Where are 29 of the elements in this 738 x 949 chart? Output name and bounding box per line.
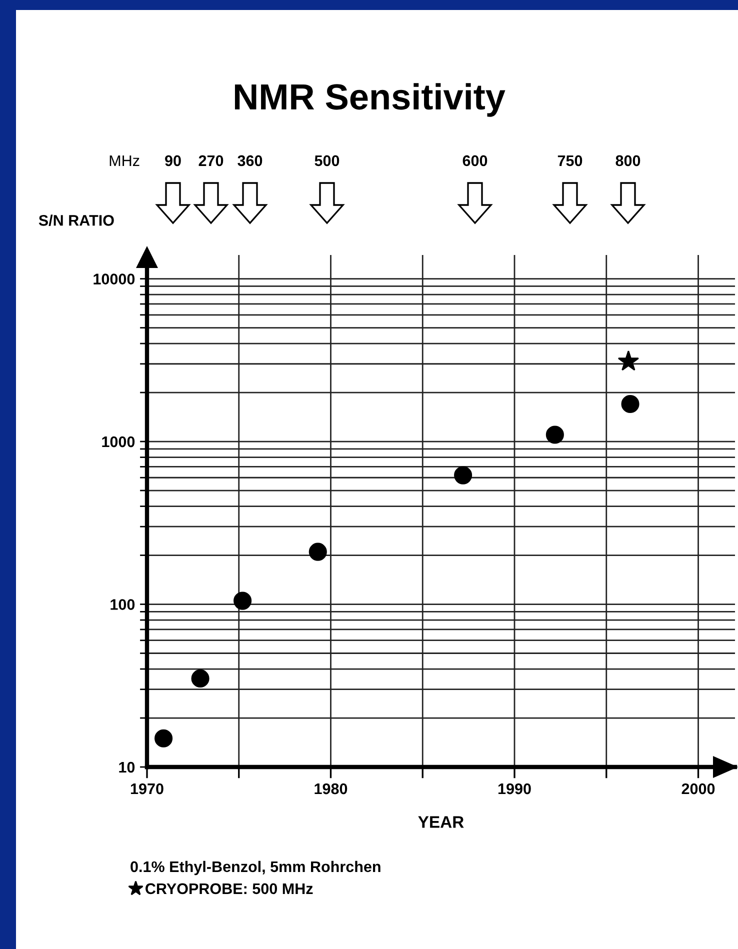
text: 800 xyxy=(616,155,640,166)
text: 270 xyxy=(198,155,224,166)
point xyxy=(454,466,472,484)
x-axis-title: YEAR xyxy=(418,816,464,828)
x-tick-label: 1990 xyxy=(498,783,531,794)
y-axis-title: S/N RATIO xyxy=(38,214,114,226)
x-tick-label: 1980 xyxy=(314,783,348,794)
text: MHz xyxy=(110,155,140,166)
x-tick-label: 1970 xyxy=(130,783,164,794)
text: 600 xyxy=(462,155,488,166)
text: 500 xyxy=(314,155,340,166)
point xyxy=(546,426,564,444)
y-tick-label: 10 xyxy=(119,762,135,773)
text: 90 xyxy=(165,155,181,166)
point xyxy=(191,669,210,688)
point xyxy=(308,542,327,561)
text: 360 xyxy=(238,155,262,166)
text: 0.1% Ethyl-Benzol, 5mm Rohrchen xyxy=(130,860,380,876)
y-tick-label: 1000 xyxy=(102,436,135,448)
point xyxy=(234,592,252,610)
point xyxy=(621,394,640,414)
text: 750 xyxy=(558,155,582,166)
point xyxy=(618,350,640,371)
legend-label: CRYOPROBE: 500 MHz xyxy=(146,883,313,894)
point xyxy=(154,729,173,748)
x-tick-label: 2000 xyxy=(682,783,715,794)
y-tick-label: 10000 xyxy=(94,274,135,284)
chart-title: NMR Sensitivity xyxy=(234,83,506,117)
y-tick-label: 100 xyxy=(110,599,135,610)
